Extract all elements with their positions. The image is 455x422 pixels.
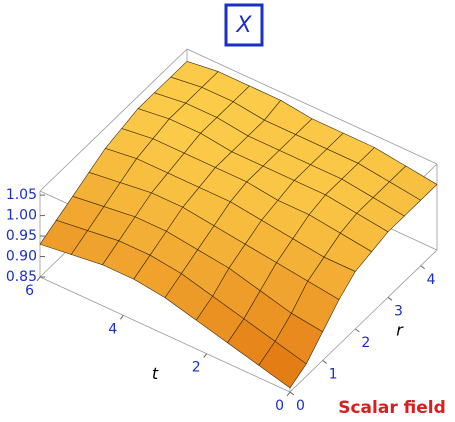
chart-title: X <box>235 13 252 38</box>
x-tick-label: 2 <box>192 360 201 376</box>
y-tick <box>289 391 295 396</box>
box-edge <box>289 249 438 393</box>
y-tick-label: 2 <box>361 335 370 351</box>
x-tick-label: 4 <box>108 321 117 337</box>
z-tick-label: 0.95 <box>6 228 37 244</box>
y-tick <box>355 328 360 333</box>
surface-patch <box>258 340 307 389</box>
y-tick <box>322 360 327 364</box>
y-tick <box>387 296 393 301</box>
y-tick-label: 3 <box>394 303 403 319</box>
box-edge <box>186 48 438 165</box>
x-tick-label: 0 <box>275 398 284 414</box>
z-tick-label: 1.05 <box>6 187 37 203</box>
y-tick-label: 4 <box>427 272 436 288</box>
y-tick-label: 1 <box>329 366 338 382</box>
x-tick <box>119 315 124 320</box>
z-tick-label: 0.90 <box>6 249 37 265</box>
z-tick-label: 0.85 <box>6 269 37 285</box>
z-tick-label: 1.00 <box>6 208 37 224</box>
x-axis-label: t <box>152 364 159 383</box>
box-edge <box>39 48 188 192</box>
box-edge <box>39 276 291 393</box>
x-tick <box>286 391 291 397</box>
title-box <box>224 3 264 47</box>
x-tick <box>36 276 41 282</box>
y-tick <box>420 265 425 270</box>
annotation: Scalar field <box>338 398 446 418</box>
y-tick-label: 0 <box>296 398 305 414</box>
x-tick <box>203 353 208 358</box>
x-tick-label: 6 <box>25 283 34 299</box>
y-axis-label: r <box>396 321 404 340</box>
